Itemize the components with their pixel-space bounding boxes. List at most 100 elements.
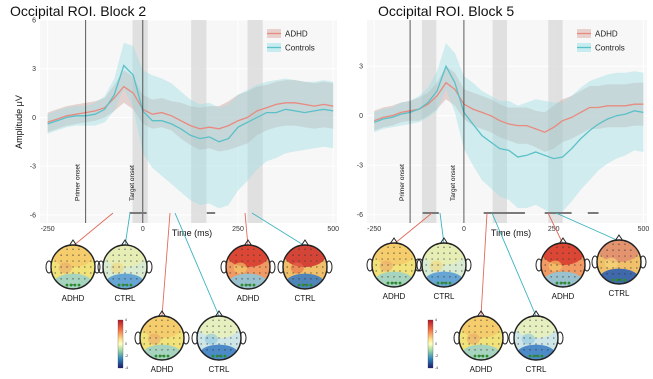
electrode-dot	[437, 246, 439, 248]
electrode-dot	[474, 325, 476, 327]
electrode-dot	[550, 252, 552, 254]
electrode-dot	[161, 355, 163, 357]
electrode-dot	[298, 266, 300, 268]
electrode-dot	[66, 260, 68, 262]
electrode-dot	[449, 264, 451, 266]
electrode-dot	[167, 337, 169, 339]
electrode-dot	[224, 325, 226, 327]
electrode-dot	[529, 349, 531, 351]
electrode-dot	[443, 246, 445, 248]
electrode-dot	[236, 337, 238, 339]
electrode-dot	[247, 248, 249, 250]
electrode-dot	[562, 252, 564, 254]
electrode-dot	[224, 349, 226, 351]
electrode-dot	[630, 255, 632, 257]
electrode-dot	[399, 252, 401, 254]
scalp-accent-region	[521, 333, 535, 345]
electrode-dot	[230, 349, 232, 351]
colorbar-tick-label: 0	[435, 342, 437, 346]
electrode-dot	[229, 260, 231, 262]
electrode-dot	[136, 278, 138, 280]
roi-electrode	[65, 283, 69, 287]
electrode-dot	[72, 278, 74, 280]
electrode-dot	[461, 270, 463, 272]
electrode-dot	[259, 254, 261, 256]
electrode-dot	[624, 273, 626, 275]
electrode-dot	[72, 260, 74, 262]
electrode-dot	[292, 278, 294, 280]
electrode-dot	[443, 258, 445, 260]
head-outline	[139, 315, 185, 361]
shaded-window	[247, 20, 263, 223]
electrode-dot	[241, 266, 243, 268]
topomap-label: CTRL	[115, 294, 136, 303]
connector-line	[480, 212, 488, 317]
electrode-dot	[568, 258, 570, 260]
electrode-dot	[486, 319, 488, 321]
electrode-dot	[541, 337, 543, 339]
roi-electrode	[125, 283, 129, 287]
electrode-dot	[112, 266, 114, 268]
connector-line	[547, 212, 564, 245]
electrode-dot	[431, 276, 433, 278]
electrode-dot	[544, 270, 546, 272]
roi-electrode	[440, 281, 444, 285]
scalp-accent-region	[429, 260, 443, 272]
electrode-dot	[112, 272, 114, 274]
electrode-dot	[235, 266, 237, 268]
electrode-dot	[206, 325, 208, 327]
ci-ribbon-adhd	[374, 66, 644, 152]
electrode-dot	[411, 270, 413, 272]
electrode-dot	[547, 325, 549, 327]
head-nose	[120, 239, 130, 247]
roi-electrode	[77, 283, 81, 287]
roi-electrode	[485, 354, 489, 358]
electrode-dot	[437, 252, 439, 254]
topomap-label: ADHD	[383, 292, 406, 301]
electrode-dot	[259, 266, 261, 268]
electrode-dot	[84, 260, 86, 262]
electrode-dot	[437, 264, 439, 266]
electrode-dot	[66, 254, 68, 256]
topomap-label: CTRL	[295, 294, 316, 303]
head-outline	[102, 244, 148, 290]
electrode-dot	[556, 258, 558, 260]
electrode-dot	[179, 331, 181, 333]
electrode-dot	[224, 343, 226, 345]
electrode-dot	[562, 282, 564, 284]
electrode-dot	[304, 254, 306, 256]
roi-electrode	[619, 278, 623, 282]
electrode-dot	[462, 337, 464, 339]
electrode-dot	[241, 248, 243, 250]
electrode-dot	[112, 260, 114, 262]
electrode-dot	[124, 266, 126, 268]
electrode-dot	[405, 264, 407, 266]
electrode-dot	[60, 272, 62, 274]
electrode-dot	[78, 260, 80, 262]
electrode-dot	[399, 246, 401, 248]
electrode-dot	[480, 325, 482, 327]
electrode-dot	[173, 337, 175, 339]
electrode-dot	[304, 260, 306, 262]
electrode-dot	[455, 258, 457, 260]
electrode-dot	[462, 331, 464, 333]
electrode-dot	[212, 331, 214, 333]
electrode-dot	[517, 343, 519, 345]
connector-line	[72, 212, 114, 247]
electrode-dot	[437, 276, 439, 278]
electrode-dot	[90, 260, 92, 262]
electrode-dot	[474, 343, 476, 345]
electrode-dot	[547, 331, 549, 333]
electrode-dot	[60, 254, 62, 256]
colorbar-tick-label: -2	[435, 354, 438, 358]
electrode-dot	[455, 264, 457, 266]
electrode-dot	[84, 254, 86, 256]
electrode-dot	[462, 343, 464, 345]
electrode-dot	[437, 258, 439, 260]
electrode-dot	[480, 337, 482, 339]
electrode-dot	[387, 252, 389, 254]
head-nose	[476, 310, 486, 318]
y-tick-label: 0	[32, 115, 36, 122]
roi-electrode	[219, 354, 223, 358]
electrode-dot	[298, 254, 300, 256]
